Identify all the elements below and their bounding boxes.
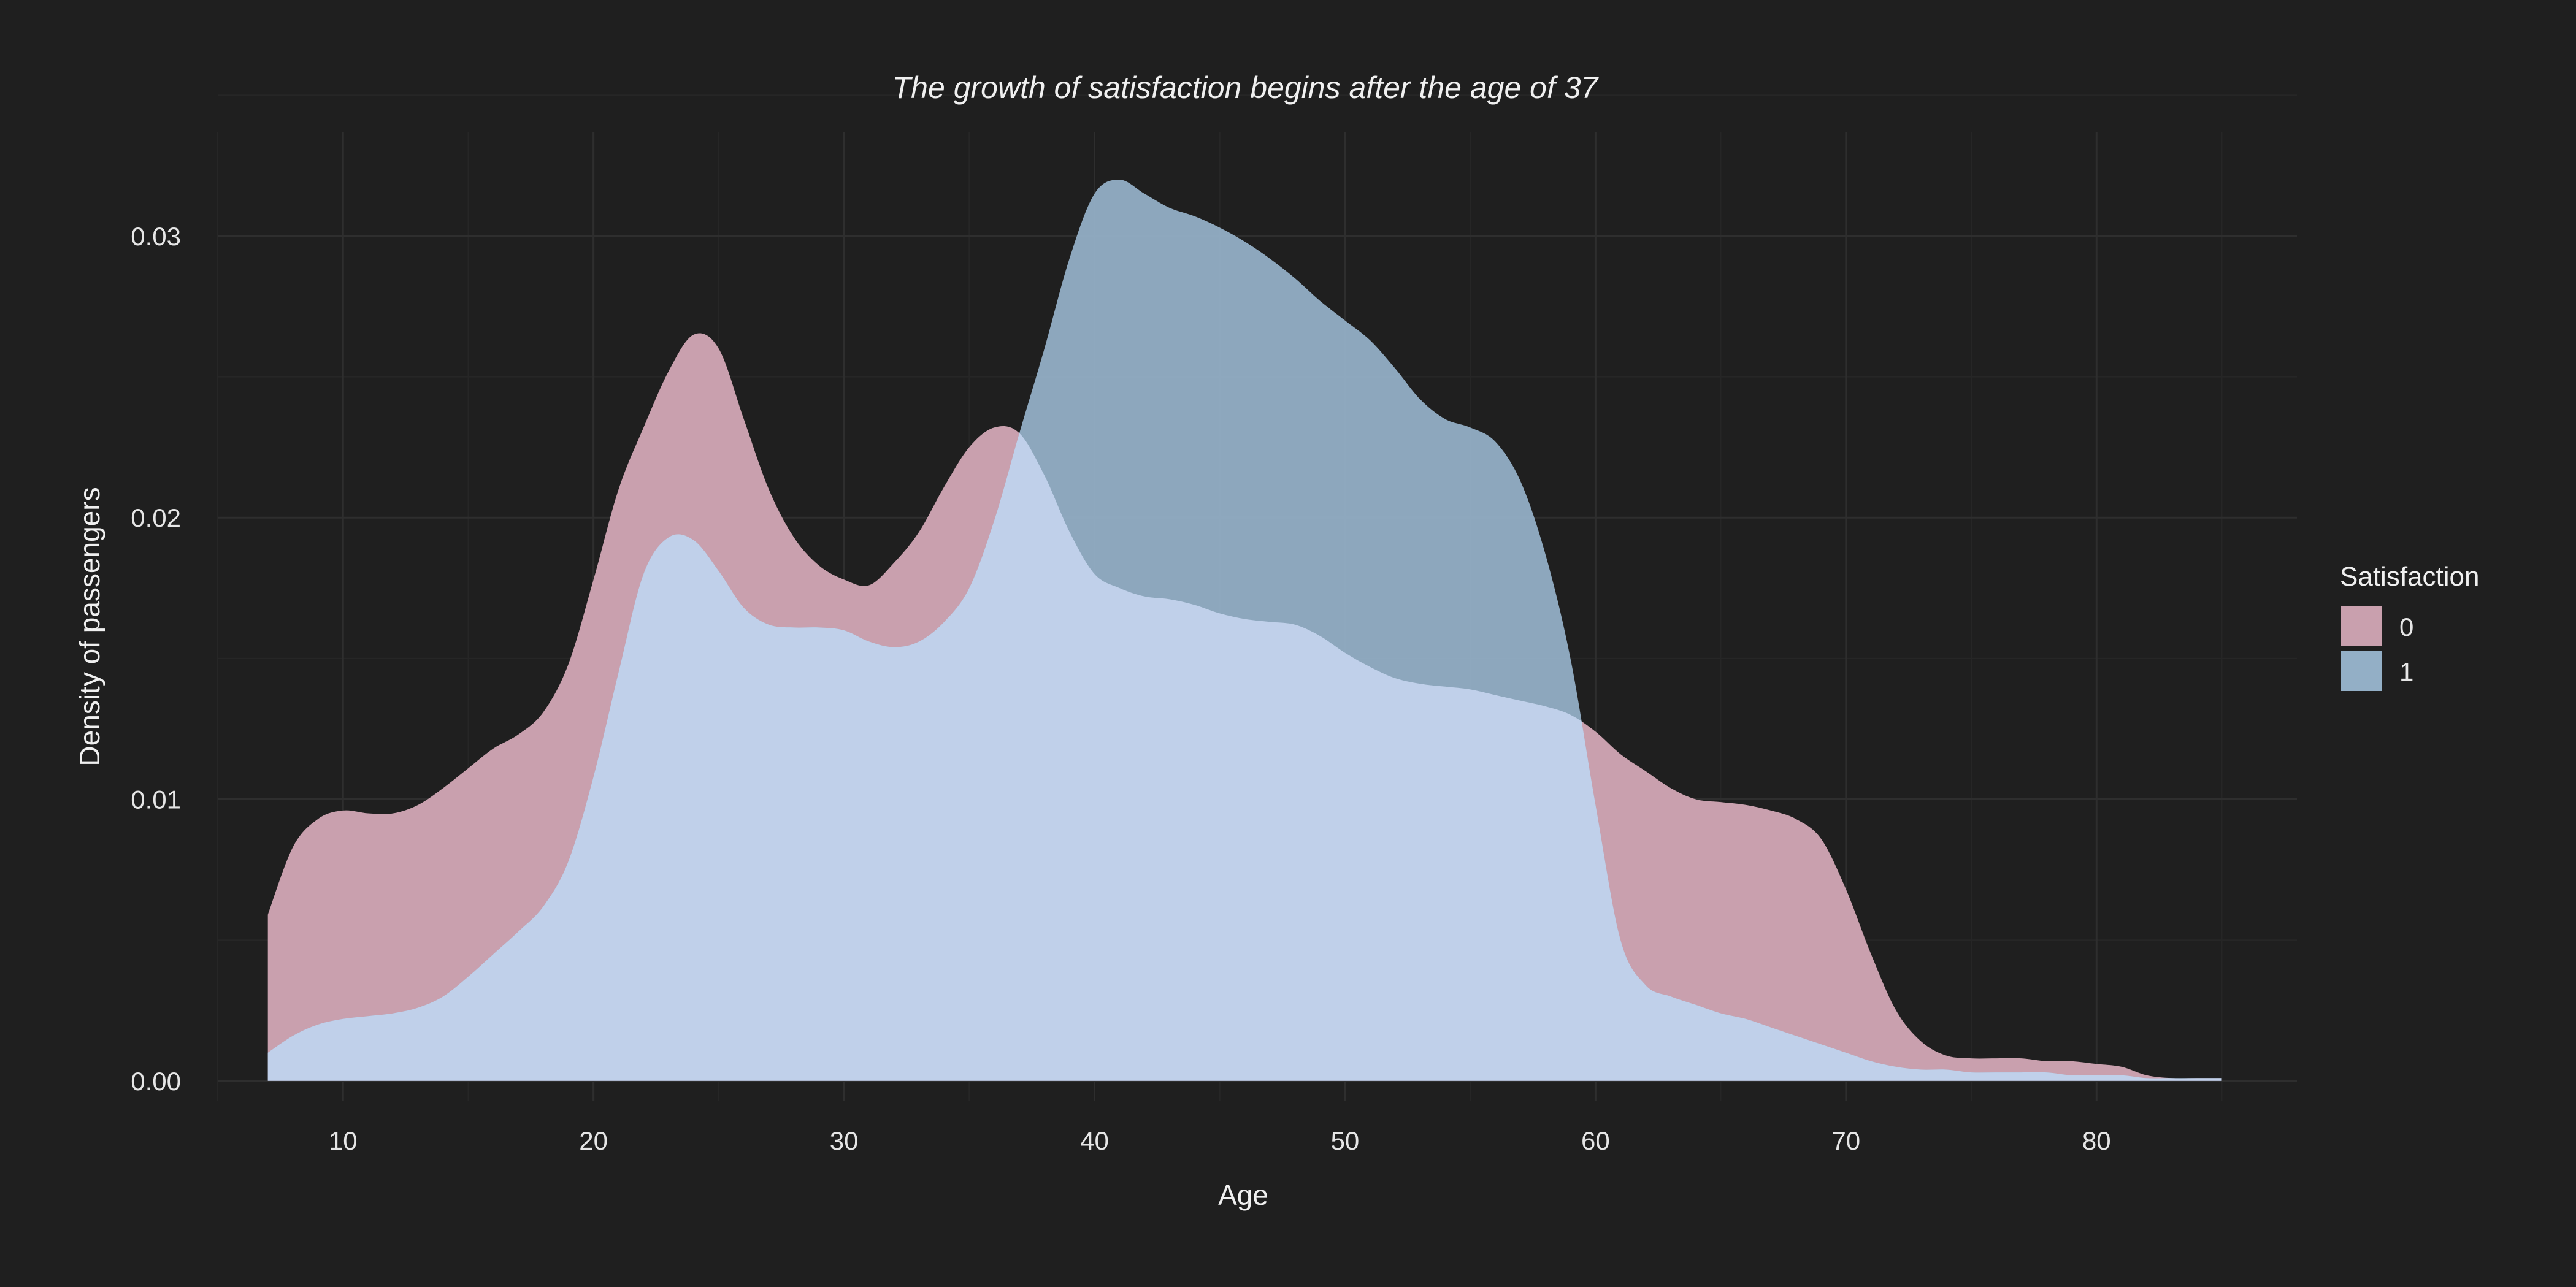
x-axis-title: Age — [1218, 1179, 1268, 1211]
x-tick-label-50: 50 — [1331, 1126, 1360, 1155]
legend-label-0: 0 — [2399, 613, 2413, 641]
y-tick-label-0.00: 0.00 — [131, 1067, 181, 1096]
x-axis-ticks: 10 20 30 40 50 60 70 80 — [329, 1126, 2111, 1155]
x-tick-label-10: 10 — [329, 1126, 358, 1155]
legend-title: Satisfaction — [2340, 562, 2479, 592]
x-tick-label-30: 30 — [830, 1126, 859, 1155]
density-areas — [267, 180, 2222, 1081]
y-tick-label-0.01: 0.01 — [131, 785, 181, 814]
x-tick-label-60: 60 — [1581, 1126, 1610, 1155]
legend: Satisfaction 0 1 — [2340, 562, 2479, 691]
y-tick-label-0.02: 0.02 — [131, 503, 181, 532]
density-overlap-area — [267, 333, 2222, 1081]
chart-title: The growth of satisfaction begins after … — [892, 71, 1600, 105]
legend-swatch-1 — [2341, 651, 2382, 691]
y-axis-title: Density of passengers — [74, 487, 105, 766]
x-tick-label-70: 70 — [1831, 1126, 1860, 1155]
x-tick-label-20: 20 — [579, 1126, 608, 1155]
legend-swatch-0 — [2341, 606, 2382, 646]
y-tick-label-0.03: 0.03 — [131, 222, 181, 251]
y-axis-ticks: 0.00 0.01 0.02 0.03 — [131, 222, 181, 1096]
x-tick-label-40: 40 — [1080, 1126, 1109, 1155]
x-tick-label-80: 80 — [2082, 1126, 2111, 1155]
legend-label-1: 1 — [2399, 657, 2413, 686]
